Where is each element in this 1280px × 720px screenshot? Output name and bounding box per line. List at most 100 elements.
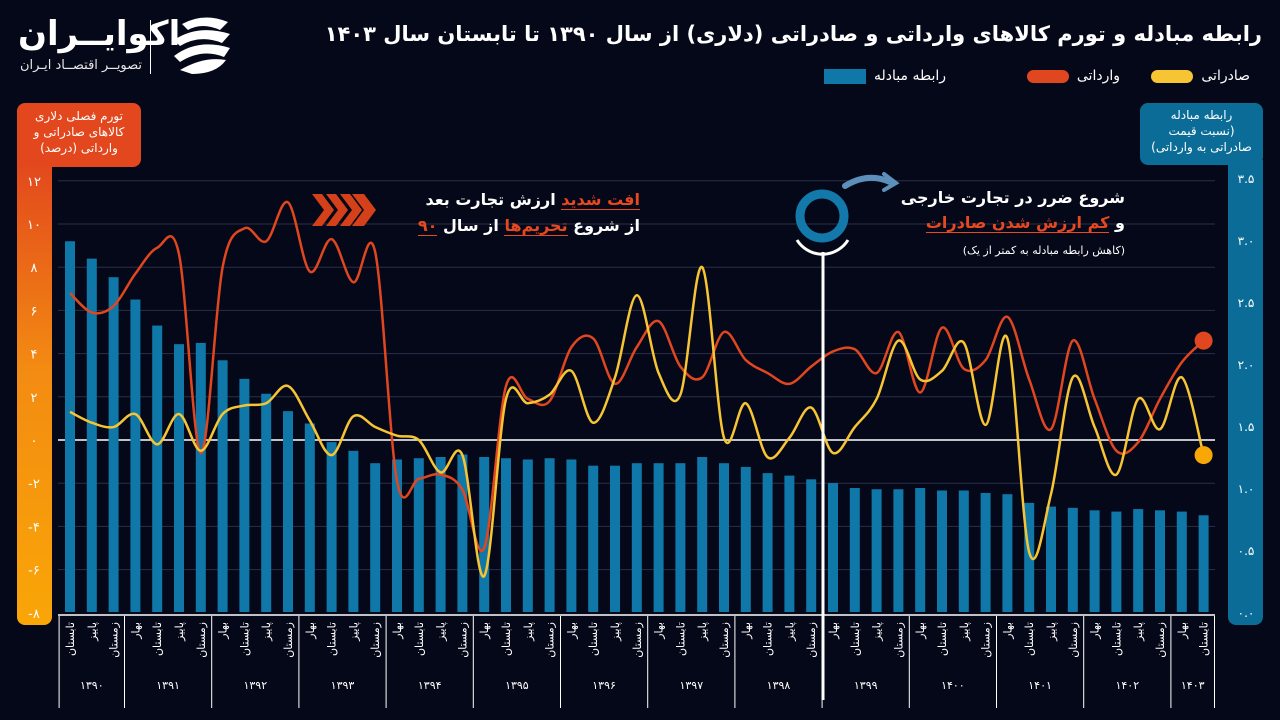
quarter-label: پاییز: [260, 622, 273, 642]
year-label: ۱۳۹۳: [331, 679, 355, 692]
quarter-label: تابستان: [1110, 622, 1123, 656]
quarter-label: پاییز: [435, 622, 448, 642]
ratio-bar: [435, 457, 446, 612]
quarter-label: زمستان: [456, 622, 469, 658]
quarter-label: پاییز: [609, 622, 622, 642]
ratio-bar: [1046, 506, 1056, 612]
legend-swatch-imports: [1026, 69, 1069, 83]
ratio-bar: [762, 473, 773, 612]
ratio-bar: [195, 342, 206, 612]
annotation-text: ارزش تجارت بعد: [425, 190, 556, 209]
quarter-label: پاییز: [1045, 622, 1058, 642]
quarter-label: بهار: [740, 622, 753, 640]
quarter-label: بهار: [478, 622, 491, 640]
left-tick-label: ۶: [31, 304, 38, 319]
left-tick-label: -۸: [28, 607, 40, 622]
left-tick-label: ۴: [31, 348, 38, 363]
quarter-label: زمستان: [805, 622, 818, 658]
right-tick-label: ۲.۰: [1238, 358, 1255, 372]
year-label: ۱۳۹۲: [243, 679, 267, 692]
year-label: ۱۴۰۳: [1181, 679, 1205, 692]
quarter-label: پاییز: [1132, 622, 1145, 642]
quarter-label: بهار: [653, 622, 666, 640]
right-tick-label: ۳.۰: [1238, 234, 1255, 248]
quarter-label: پاییز: [86, 622, 99, 642]
ratio-bar: [326, 442, 337, 612]
ratio-bar: [937, 490, 947, 612]
right-tick-label: ۰.۵: [1238, 544, 1255, 558]
imports-end-dot: [1194, 331, 1213, 350]
highlight-export-devaluation: کم ارزش شدن صادرات: [925, 213, 1110, 233]
left-tick-label: -۴: [28, 520, 40, 535]
quarter-label: بهار: [1001, 622, 1014, 640]
ratio-bar: [740, 466, 751, 612]
left-tick-label: ۸: [31, 261, 38, 276]
ratio-bar: [849, 488, 860, 612]
curved-arrow-head-icon: [882, 172, 900, 192]
curved-arrow-icon: [842, 174, 893, 189]
ratio-bar: [348, 450, 359, 612]
quarter-label: زمستان: [980, 622, 993, 658]
ratio-bar: [174, 344, 184, 612]
ratio-bar: [522, 459, 533, 612]
legend-swatch-ratio: [824, 68, 867, 84]
quarter-label: زمستان: [369, 622, 382, 658]
quarter-label: پاییز: [871, 622, 884, 642]
legend-item-imports: وارداتی: [1026, 66, 1120, 86]
ratio-bar: [653, 463, 664, 612]
imports-line: [69, 201, 1205, 553]
quarter-label: بهار: [914, 622, 927, 640]
quarter-label: تابستان: [151, 622, 164, 656]
quarter-label: تابستان: [762, 622, 775, 656]
ratio-bar: [544, 458, 555, 612]
annotation-text: از سال: [442, 216, 499, 235]
right-axis-title-line: (نسبت قیمت: [1168, 124, 1235, 138]
year-label: ۱۳۹۹: [854, 679, 878, 692]
ratio-bar: [980, 492, 991, 612]
legend-label-ratio: رابطه مبادله: [874, 68, 946, 84]
ratio-bar: [588, 465, 599, 612]
left-tick-label: -۲: [28, 477, 40, 492]
ratio-bar: [915, 488, 926, 612]
annotation-loss-line1: شروع ضرر در تجارت خارجی: [900, 188, 1125, 207]
annotation-sanctions-line2: از شروع تحریم‌ها از سال ۹۰: [417, 216, 640, 236]
annotation-sanctions-line1: افت شدید ارزش تجارت بعد: [425, 190, 640, 210]
quarter-label: تابستان: [413, 622, 426, 656]
quarter-label: زمستان: [195, 622, 208, 658]
quarter-label: تابستان: [849, 622, 862, 656]
ratio-bar: [413, 458, 424, 612]
quarter-label: پاییز: [347, 622, 360, 642]
quarter-label: بهار: [1176, 622, 1189, 640]
year-label: ۱۴۰۱: [1028, 679, 1052, 692]
year-label: ۱۴۰۰: [941, 679, 965, 692]
quarter-label: پاییز: [173, 622, 186, 642]
ratio-bar: [501, 458, 511, 612]
legend-swatch-exports: [1151, 69, 1194, 83]
ratio-bar: [828, 483, 838, 612]
legend-item-ratio: رابطه مبادله: [824, 66, 946, 86]
ratio-bar: [1002, 494, 1013, 612]
right-tick-label: ۱.۵: [1238, 420, 1255, 434]
left-tick-label: -۶: [28, 564, 40, 579]
quarter-label: بهار: [217, 622, 230, 640]
right-tick-label: ۱.۰: [1238, 482, 1255, 496]
ratio-bar: [479, 457, 490, 612]
left-axis-title-line: کالاهای صادراتی و: [33, 125, 125, 139]
year-label: ۱۳۹۰: [80, 679, 104, 692]
annotation-loss-line2: و کم ارزش شدن صادرات: [925, 213, 1125, 233]
ratio-bar: [1111, 511, 1122, 612]
ratio-bar: [1067, 507, 1078, 612]
exports-line: [69, 265, 1205, 578]
ratio-bar: [1198, 515, 1209, 612]
ratio-bar: [958, 490, 969, 612]
quarter-label: تابستان: [64, 622, 77, 656]
ratio-bar: [871, 489, 882, 612]
left-axis-bar: [17, 160, 52, 625]
chart-title: رابطه مبادله و تورم کالاهای وارداتی و صا…: [324, 22, 1262, 46]
right-axis-bar: [1228, 160, 1263, 625]
highlight-sharp-drop: افت شدید: [561, 190, 640, 210]
legend-item-exports: صادراتی: [1151, 66, 1250, 86]
annotation-text: از شروع: [573, 216, 640, 235]
ratio-bar: [784, 475, 795, 612]
